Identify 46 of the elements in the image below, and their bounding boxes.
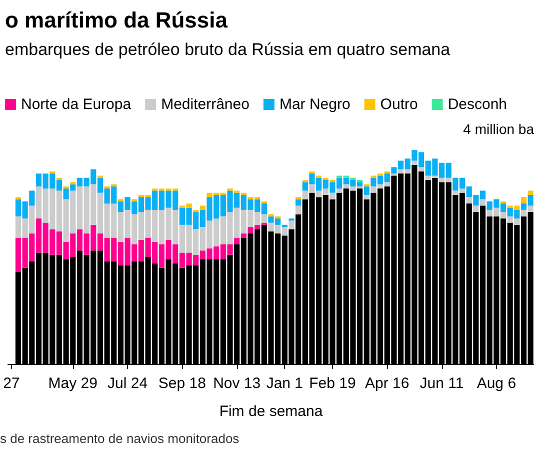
text: 4 million ba (463, 121, 534, 137)
text: s de rastreamento de navios monitorados (0, 431, 240, 446)
bar (234, 238, 240, 244)
x-tick-label: 27 (3, 375, 20, 392)
x-tick-label: Aug 6 (476, 375, 516, 392)
x-tick-label: Jul 24 (108, 375, 148, 392)
bar (336, 188, 342, 193)
bar (302, 180, 308, 182)
bar (282, 224, 288, 228)
bar (520, 197, 527, 204)
chart-title: o marítimo da Rússia (5, 8, 228, 32)
x-axis-title: Fim de semana (219, 403, 324, 420)
legend-label: Desconh (448, 96, 508, 113)
bar (473, 206, 479, 212)
bar (364, 186, 370, 195)
bar (296, 206, 302, 214)
bar (357, 180, 363, 182)
bar (330, 180, 336, 182)
bar (288, 218, 294, 221)
x-tick-label: Apr 16 (365, 375, 410, 392)
bar (466, 197, 472, 204)
bar (193, 210, 199, 212)
x-tick-label: Sep 18 (158, 375, 206, 392)
bar (104, 186, 110, 189)
bar (418, 167, 424, 172)
bar (240, 233, 246, 238)
bar (412, 160, 418, 165)
bar (309, 171, 315, 174)
x-tick-label: Feb 19 (309, 375, 356, 392)
bar (296, 199, 302, 206)
x-tick-label: Nov 13 (213, 375, 261, 392)
legend-label: Outro (380, 96, 418, 113)
legend-label: Mediterrâneo (161, 96, 250, 113)
x-tick-label: Jan 1 (266, 375, 304, 392)
bar (200, 206, 206, 210)
bar (480, 199, 486, 206)
chart-subtitle: embarques de petróleo bruto da Rússia em quatro semana (5, 40, 451, 59)
bar (384, 171, 390, 174)
legend-label: Mar Negro (279, 96, 350, 113)
bar (63, 186, 69, 189)
bar (364, 194, 370, 200)
bar (528, 190, 534, 195)
x-tick-label: Jun 11 (420, 375, 464, 392)
bar (50, 171, 56, 174)
x-tick-label: May 29 (48, 375, 98, 392)
legend-label: Norte da Europa (21, 96, 132, 113)
